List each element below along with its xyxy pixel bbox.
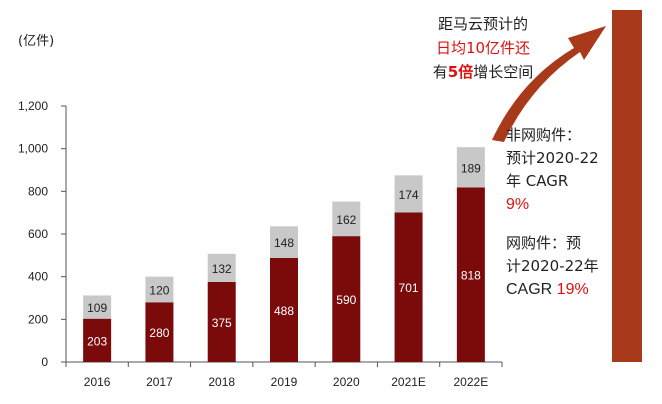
y-tick-label: 1,200	[18, 99, 48, 113]
data-label-online: 590	[336, 293, 356, 307]
online-line-2: 计2020-22年	[506, 257, 599, 275]
bar-online-2022E	[456, 187, 485, 362]
data-label-online: 488	[274, 304, 294, 318]
chart-bars: 203 109 280 120 375 132 488 148 590 162 701 174 818 1…	[83, 147, 485, 362]
callout-line-3-b: 5倍	[447, 63, 474, 81]
x-tick-label: 2018	[208, 375, 235, 389]
online-cagr-label: CAGR	[506, 281, 557, 298]
chart-axes: 0 200 400 600 800 1,000 1,200 2016 2017 2018 2019 2…	[18, 99, 503, 389]
data-label-online: 203	[87, 334, 107, 348]
bar-non-online-2018	[207, 253, 236, 282]
x-tick-label: 2016	[84, 375, 111, 389]
callout-line-3-c: 增长空间	[473, 63, 534, 81]
bar-online-2020	[332, 236, 361, 362]
y-tick-label: 800	[28, 184, 48, 198]
curved-arrow	[492, 26, 606, 142]
bar-online-2021E	[394, 212, 423, 362]
callout-line-3-a: 有	[432, 63, 448, 81]
bar-online-2018	[207, 282, 236, 362]
y-tick-label: 200	[28, 312, 48, 326]
y-tick-label: 1,000	[18, 142, 48, 156]
bar-online-2016	[83, 318, 112, 362]
non-online-cagr-value: 9%	[506, 196, 530, 213]
data-label-non-online: 109	[87, 301, 107, 315]
x-tick-label: 2020	[333, 375, 360, 389]
data-label-non-online: 148	[274, 236, 294, 250]
bar-non-online-2017	[145, 276, 174, 303]
online-cagr-value: 19%	[556, 281, 589, 298]
x-tick-label: 2017	[146, 375, 173, 389]
data-label-online: 701	[399, 281, 419, 295]
online-line-3: CAGR 19%	[506, 278, 610, 301]
y-axis-unit-label: (亿件)	[18, 34, 55, 49]
callout-line-2: 日均10亿件还	[435, 39, 531, 57]
bar-non-online-2020	[332, 201, 361, 237]
online-title: 网购件：预	[506, 234, 582, 252]
y-tick-label: 400	[28, 270, 48, 284]
y-tick-label: 600	[28, 227, 48, 241]
x-tick-label: 2022E	[454, 375, 489, 389]
data-label-online: 375	[212, 316, 232, 330]
non-online-cagr-annotation: 非网购件： 预计2020-22 年 CAGR 9%	[506, 124, 618, 216]
data-label-non-online: 174	[399, 188, 419, 202]
x-tick-label: 2019	[271, 375, 298, 389]
y-tick-label: 0	[41, 355, 48, 369]
x-tick-label: 2021E	[391, 375, 426, 389]
bar-non-online-2021E	[394, 175, 423, 213]
bar-non-online-2022E	[456, 147, 485, 188]
non-online-line-3: 年 CAGR	[506, 172, 569, 190]
data-label-online: 818	[461, 269, 481, 283]
callout-text: 距马云预计的 日均10亿件还 有5倍增长空间	[408, 12, 558, 84]
bar-online-2019	[270, 257, 298, 362]
data-label-non-online: 132	[212, 262, 232, 276]
non-online-line-2: 预计2020-22	[506, 149, 599, 167]
online-cagr-annotation: 网购件：预 计2020-22年 CAGR 19%	[506, 232, 610, 301]
bar-non-online-2019	[270, 226, 298, 258]
data-label-online: 280	[149, 326, 169, 340]
bar-non-online-2016	[83, 295, 112, 319]
data-label-non-online: 189	[461, 161, 481, 175]
callout-line-3: 有5倍增长空间	[408, 60, 558, 84]
bar-online-2017	[145, 302, 174, 362]
target-bar	[612, 10, 642, 362]
callout-line-1: 距马云预计的	[437, 15, 528, 33]
non-online-title: 非网购件：	[506, 126, 582, 144]
data-label-non-online: 120	[149, 283, 169, 297]
growth-arrow	[492, 10, 642, 362]
data-label-non-online: 162	[336, 213, 356, 227]
